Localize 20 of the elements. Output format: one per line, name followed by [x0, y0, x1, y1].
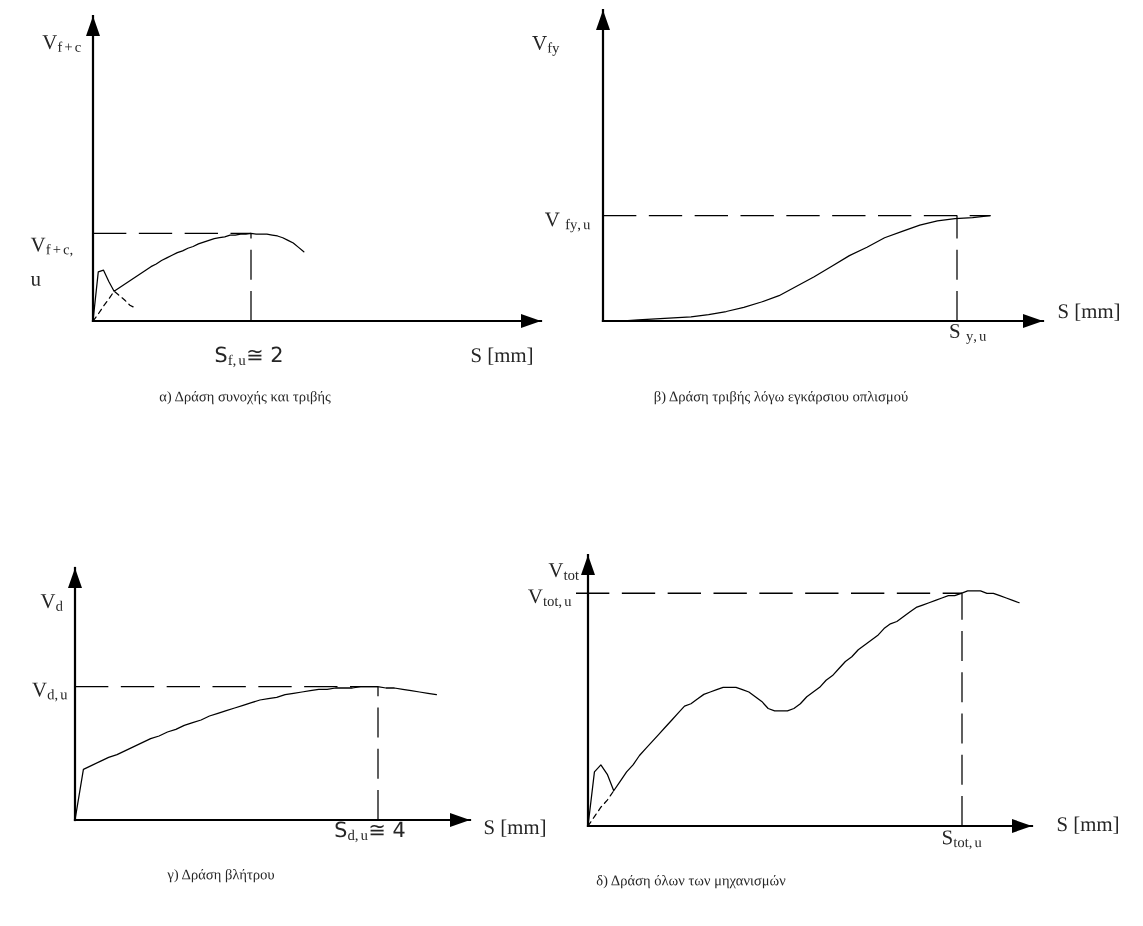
y-axis-title: V$_{f+c}$ — [42, 35, 81, 52]
text: β) Δράση τριβής λόγω εγκάρσιου οπλισμού — [654, 390, 908, 405]
x-axis-title: S [mm] — [1058, 303, 1119, 321]
text: S$_{d,u}$≅ 4 — [335, 821, 405, 843]
ref-line-label: V$_{tot,u}$ — [528, 589, 572, 609]
x-axis-title: S [mm] — [484, 819, 545, 837]
text: S$_{f,u}$≅ 2 — [215, 346, 282, 368]
text: δ) Δράση όλων των μηχανισμών — [596, 874, 786, 889]
ref-line-label: V$_{d,u}$ — [32, 682, 68, 702]
text: α) Δράση συνοχής και τριβής — [159, 390, 331, 405]
x-axis-title: S [mm] — [1057, 816, 1118, 834]
text: V$_{f+c,}$ u — [30, 237, 73, 286]
text: γ) Δράση βλήτρου — [167, 868, 275, 883]
y-axis-title: V$_{fy}$ — [532, 36, 560, 56]
y-axis-title: V$_{d}$ — [40, 594, 63, 611]
text: S$_{tot,u}$ — [942, 830, 982, 850]
ref-line-label: V $_{fy,u}$ — [544, 212, 591, 233]
text: S $_{y,u}$ — [950, 324, 987, 344]
y-axis-title: V$_{tot}$ — [548, 563, 579, 580]
x-axis-title: S [mm] — [471, 347, 532, 365]
